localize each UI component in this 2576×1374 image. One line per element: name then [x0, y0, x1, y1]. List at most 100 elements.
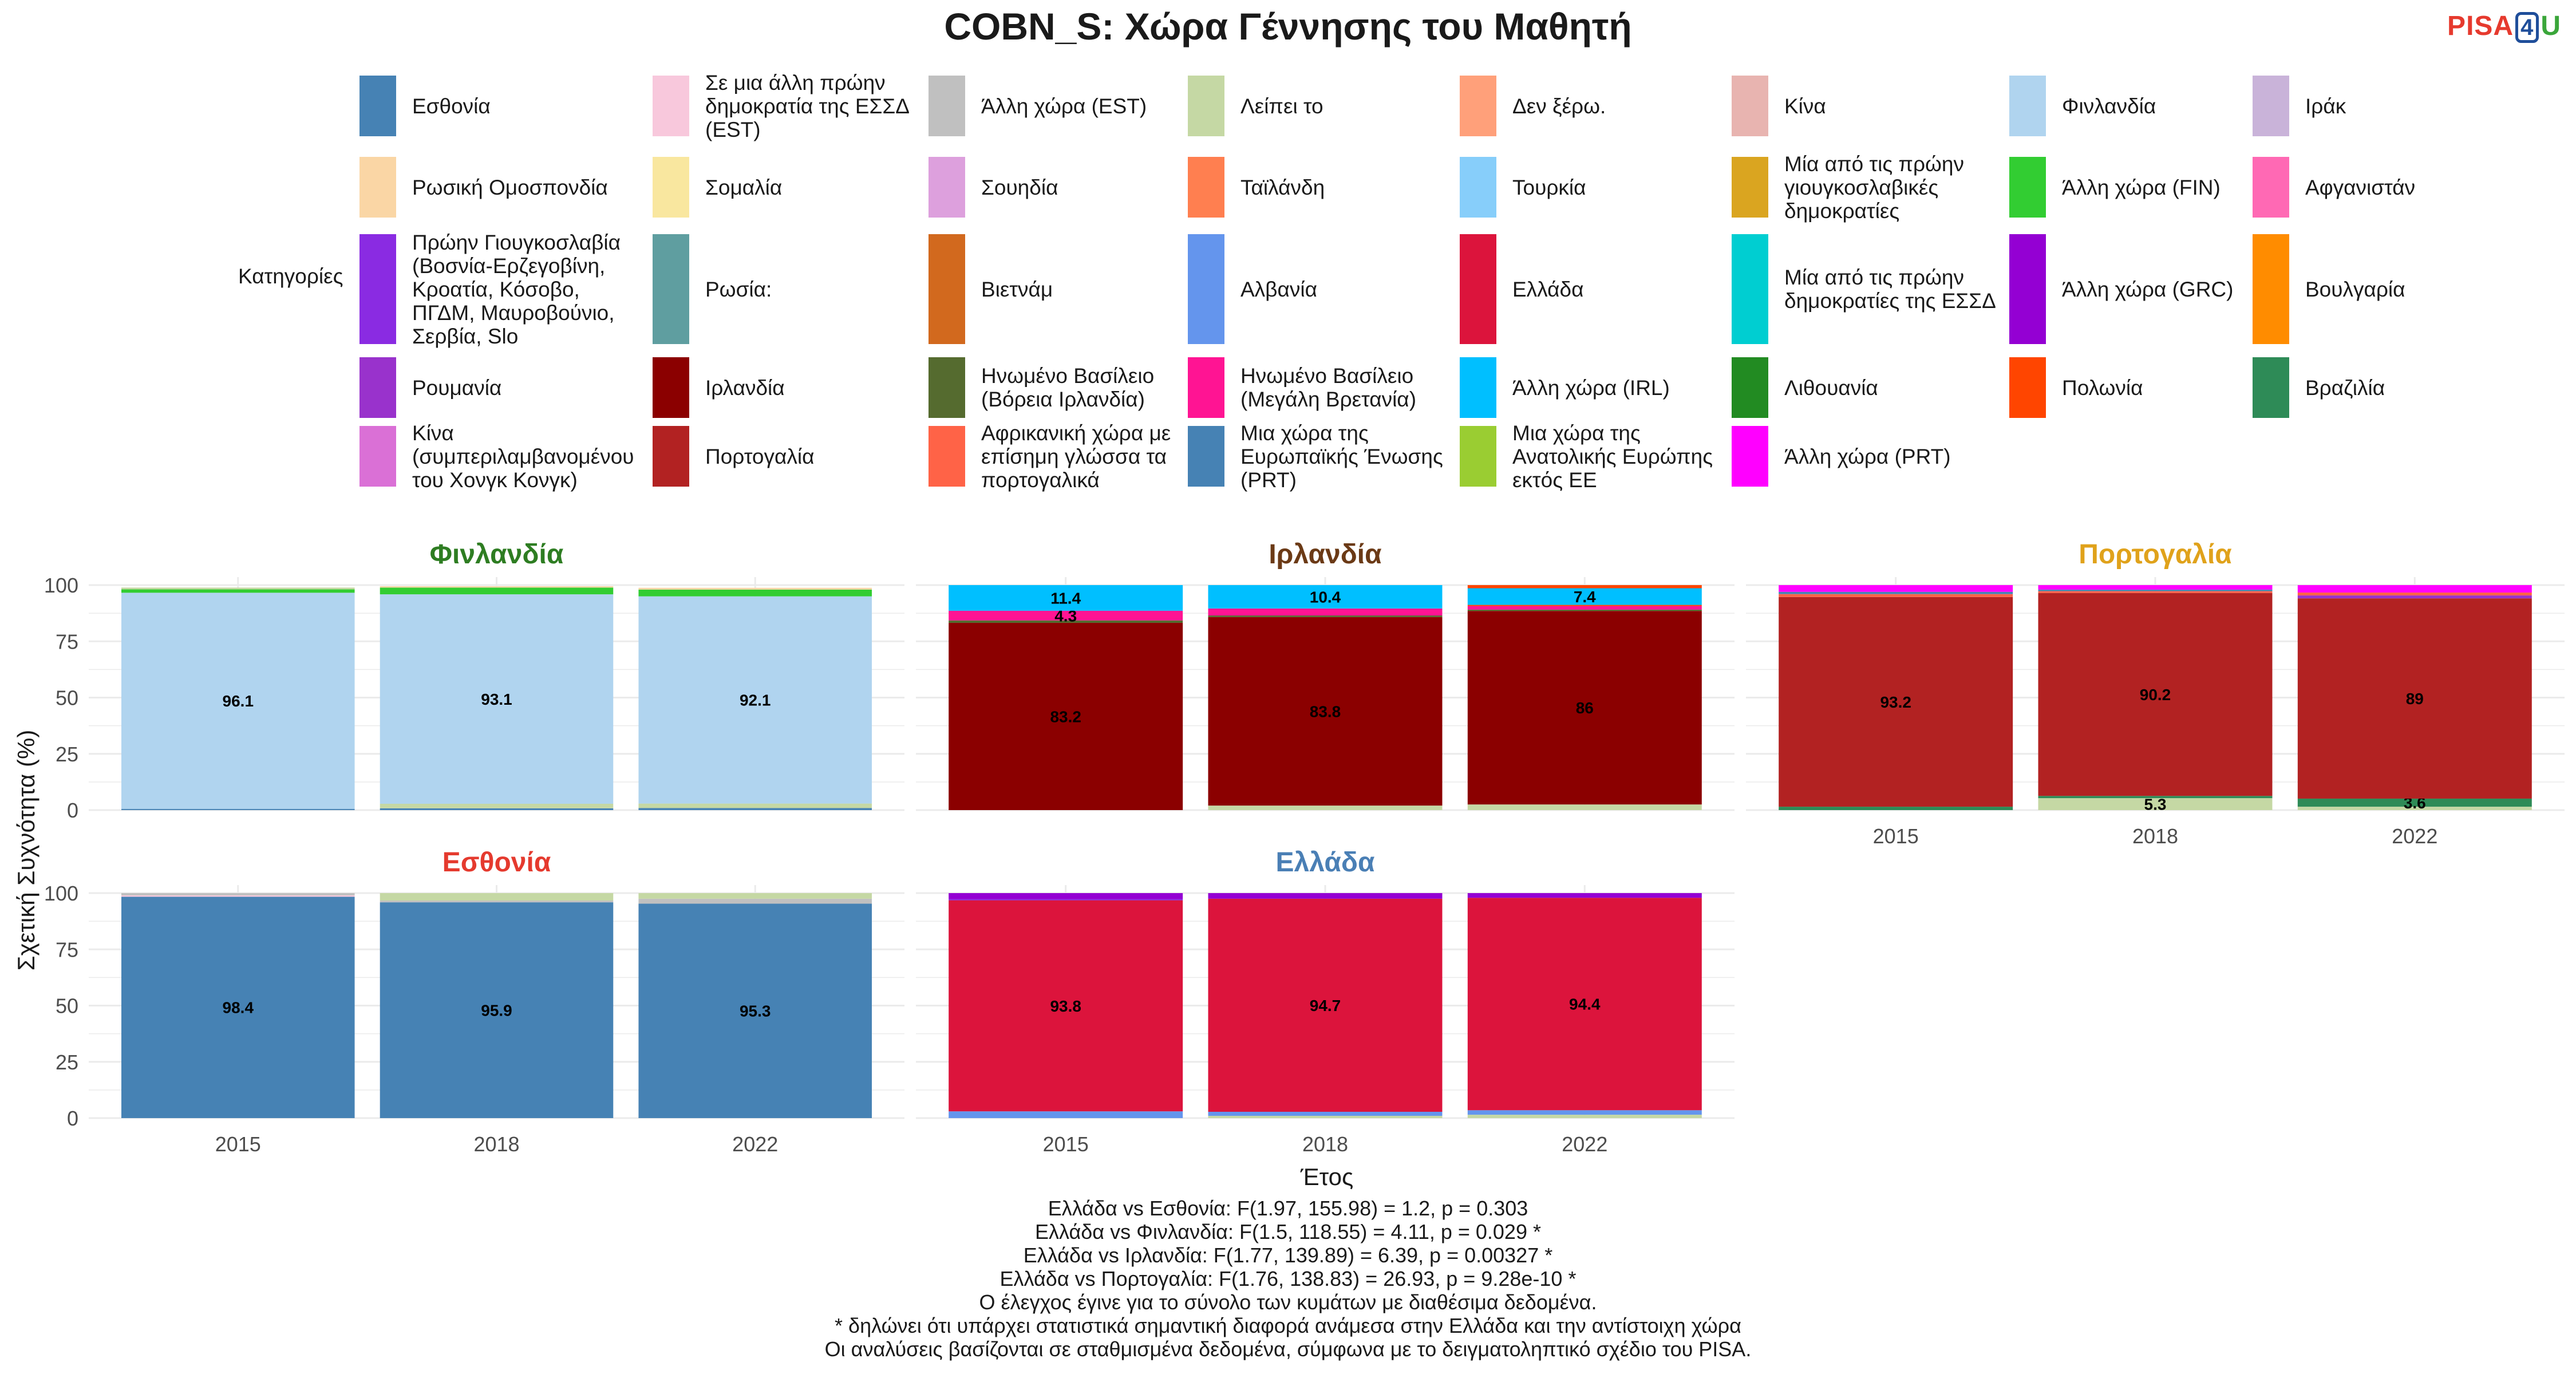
legend-swatch	[929, 426, 965, 487]
legend-swatch	[929, 357, 965, 418]
legend-swatch	[359, 426, 396, 487]
legend-label: Σομαλία	[705, 175, 783, 199]
x-tick-label: 2018	[1302, 1132, 1348, 1156]
bar-segment	[2038, 593, 2273, 796]
bar-segment	[2297, 807, 2532, 810]
data-label: 98.4	[223, 999, 254, 1017]
legend-title: Κατηγορίες	[238, 264, 343, 288]
legend-label: Άλλη χώρα (FIN)	[2062, 175, 2221, 199]
y-tick-label: 0	[67, 1107, 78, 1130]
legend-label: Βιετνάμ	[981, 277, 1053, 301]
legend-item: Μια χώρα της Ανατολικής Ευρώπης εκτός ΕΕ	[1460, 421, 1724, 492]
chart-title: COBN_S: Χώρα Γέννησης του Μαθητή	[944, 5, 1632, 48]
data-label: 94.7	[1310, 997, 1341, 1014]
legend-swatch	[1188, 426, 1224, 487]
legend-swatch	[1460, 76, 1496, 136]
bar-segment	[1779, 591, 2013, 594]
bar-segment	[1467, 1115, 1702, 1118]
bar-segment	[380, 594, 614, 804]
bar-segment	[1779, 597, 2013, 807]
x-tick-label: 2022	[732, 1132, 778, 1156]
bar-segment	[121, 897, 355, 1118]
legend-label: Ιρλανδία	[705, 376, 785, 400]
panel-title: Εσθονία	[442, 847, 551, 878]
legend-swatch	[2009, 357, 2046, 418]
bar-segment	[1467, 611, 1702, 805]
legend-swatch	[359, 234, 396, 344]
bar-segment	[2297, 585, 2532, 593]
legend-swatch	[359, 357, 396, 418]
data-label: 5.3	[2144, 796, 2167, 814]
legend-label: Ιράκ	[2305, 94, 2346, 118]
legend-swatch	[653, 76, 689, 136]
legend-swatch	[929, 234, 965, 344]
legend-item: Ρωσική Ομοσπονδία	[359, 155, 624, 220]
legend-item: Λείπει το	[1188, 73, 1452, 139]
legend-label: Μια χώρα της Ευρωπαϊκής Ένωσης (PRT)	[1240, 421, 1443, 492]
legend-item: Άλλη χώρα (EST)	[929, 73, 1193, 139]
bar-segment	[638, 589, 872, 597]
legend-label: Ηνωμένο Βασίλειο (Βόρεια Ιρλανδία)	[981, 364, 1155, 411]
legend-label: Πορτογαλία	[705, 444, 815, 468]
data-label: 83.8	[1310, 702, 1341, 720]
bar-segment	[121, 587, 355, 590]
y-tick-label: 25	[56, 743, 78, 766]
data-label: 96.1	[223, 692, 254, 710]
legend-label: Αλβανία	[1240, 277, 1317, 301]
legend-item: Ηνωμένο Βασίλειο (Βόρεια Ιρλανδία)	[929, 355, 1193, 420]
legend-swatch	[929, 157, 965, 218]
footnotes: Ελλάδα vs Εσθονία: F(1.97, 155.98) = 1.2…	[0, 1197, 2576, 1361]
bar-segment	[638, 596, 872, 804]
bar-segment	[1208, 893, 1443, 899]
bar-segment	[2038, 585, 2273, 590]
data-label: 86	[1576, 699, 1594, 717]
bar-segment	[638, 803, 872, 808]
legend-label: Τουρκία	[1512, 175, 1586, 199]
y-tick-label: 50	[56, 686, 78, 710]
legend-label: Ρωσία:	[705, 277, 772, 301]
data-label: 95.9	[481, 1002, 512, 1020]
legend-swatch	[929, 76, 965, 136]
legend-swatch	[2009, 234, 2046, 344]
bar-segment	[2297, 798, 2532, 807]
legend-item: Ελλάδα	[1460, 232, 1724, 346]
bar-segment	[1467, 605, 1702, 606]
y-tick-label: 0	[67, 799, 78, 822]
data-label: 93.1	[481, 690, 512, 708]
x-tick-label: 2022	[1562, 1132, 1607, 1156]
bar-segment	[638, 898, 872, 904]
footnote-line: Οι αναλύσεις βασίζονται σε σταθμισμένα δ…	[824, 1337, 1752, 1361]
legend-swatch	[1460, 426, 1496, 487]
legend-label: Ρωσική Ομοσπονδία	[412, 175, 608, 199]
legend-item: Κίνα	[1732, 73, 1996, 139]
legend-label: Μια χώρα της Ανατολικής Ευρώπης εκτός ΕΕ	[1512, 421, 1713, 492]
data-label: 95.3	[740, 1002, 771, 1020]
bar-segment	[1467, 804, 1702, 810]
data-label: 10.4	[1310, 588, 1341, 606]
footnote-line: Ελλάδα vs Ιρλανδία: F(1.77, 139.89) = 6.…	[1023, 1243, 1553, 1267]
data-label: 93.8	[1050, 997, 1081, 1015]
footnote-line: Ελλάδα vs Φινλανδία: F(1.5, 118.55) = 4.…	[1034, 1220, 1541, 1243]
legend-item: Κίνα (συμπεριλαμβανομένου του Χονγκ Κονγ…	[359, 421, 634, 492]
legend-label: Σουηδία	[981, 175, 1058, 199]
legend-swatch	[1732, 157, 1768, 218]
bar-segment	[2297, 595, 2532, 599]
legend-swatch	[2253, 157, 2289, 218]
data-label: 89	[2406, 690, 2424, 708]
legend-swatch	[359, 76, 396, 136]
legend-swatch	[1188, 234, 1224, 344]
legend-label: Άλλη χώρα (GRC)	[2062, 277, 2234, 301]
bar-segment	[949, 585, 1183, 611]
bar-segment	[638, 587, 872, 590]
bar-segment	[949, 610, 1183, 621]
legend-label: Λιθουανία	[1784, 376, 1878, 400]
bar-segment	[638, 808, 872, 810]
bar-segment	[380, 893, 614, 901]
legend-item: Ηνωμένο Βασίλειο (Μεγάλη Βρετανία)	[1188, 355, 1452, 420]
legend-item: Ιρλανδία	[653, 355, 917, 420]
legend-label: Πολωνία	[2062, 376, 2143, 400]
legend-item: Εσθονία	[359, 73, 624, 139]
legend-swatch	[1460, 357, 1496, 418]
legend-item: Ρουμανία	[359, 355, 624, 420]
data-label: 93.2	[1880, 693, 1911, 711]
